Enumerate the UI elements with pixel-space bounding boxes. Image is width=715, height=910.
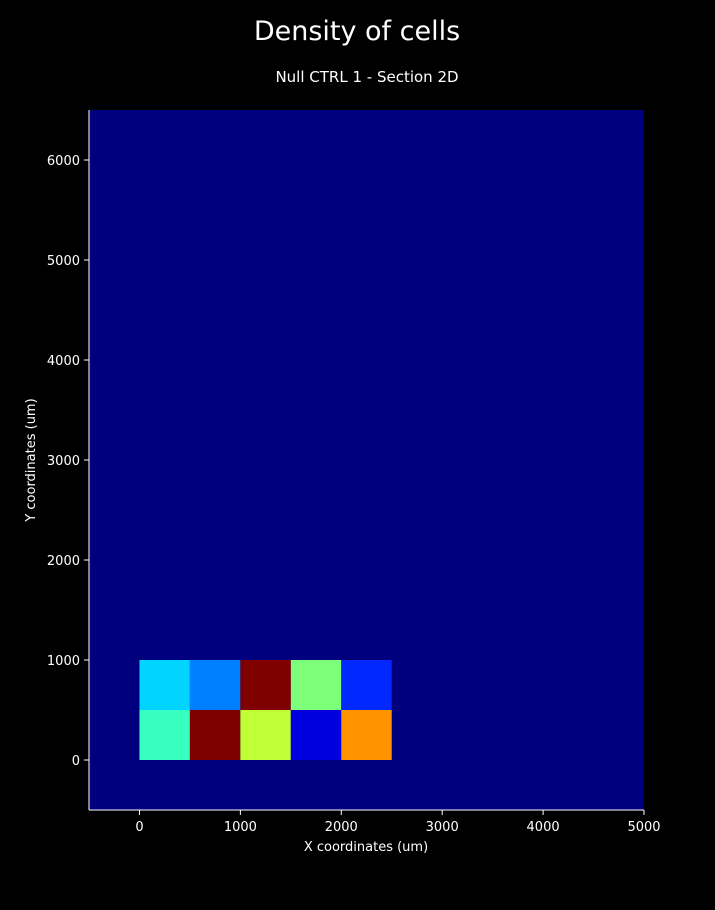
y-tick-label: 6000 xyxy=(47,154,80,169)
x-tick-label: 0 xyxy=(135,820,143,835)
x-axis-label: X coordinates (um) xyxy=(304,840,428,855)
heatmap-cell xyxy=(139,710,190,760)
x-tick-label: 5000 xyxy=(627,820,660,835)
x-tick-label: 2000 xyxy=(325,820,358,835)
heatmap-cell xyxy=(290,710,342,760)
y-tick-label: 4000 xyxy=(47,354,80,369)
x-axis-ticks: 0 1000 2000 3000 4000 5000 xyxy=(135,810,661,835)
chart-title: Density of cells xyxy=(254,16,460,47)
heatmap-cell xyxy=(341,660,392,710)
y-tick-label: 1000 xyxy=(47,654,80,669)
heatmap-cell xyxy=(189,660,241,710)
heatmap-cells xyxy=(139,660,392,760)
chart-subtitle: Null CTRL 1 - Section 2D xyxy=(275,68,458,86)
y-axis-label: Y coordinates (um) xyxy=(24,398,39,522)
x-tick-label: 1000 xyxy=(224,820,257,835)
y-tick-label: 5000 xyxy=(47,254,80,269)
x-tick-label: 4000 xyxy=(527,820,560,835)
heatmap-cell xyxy=(240,660,291,710)
y-tick-label: 0 xyxy=(72,754,80,769)
heatmap-cell xyxy=(139,660,190,710)
y-axis-ticks: 0 1000 2000 3000 4000 5000 6000 xyxy=(47,154,89,769)
heatmap-cell xyxy=(240,710,291,760)
heatmap-cell xyxy=(341,710,392,760)
heatmap-cell xyxy=(290,660,342,710)
y-tick-label: 3000 xyxy=(47,454,80,469)
y-tick-label: 2000 xyxy=(47,554,80,569)
heatmap-cell xyxy=(189,710,241,760)
x-tick-label: 3000 xyxy=(426,820,459,835)
